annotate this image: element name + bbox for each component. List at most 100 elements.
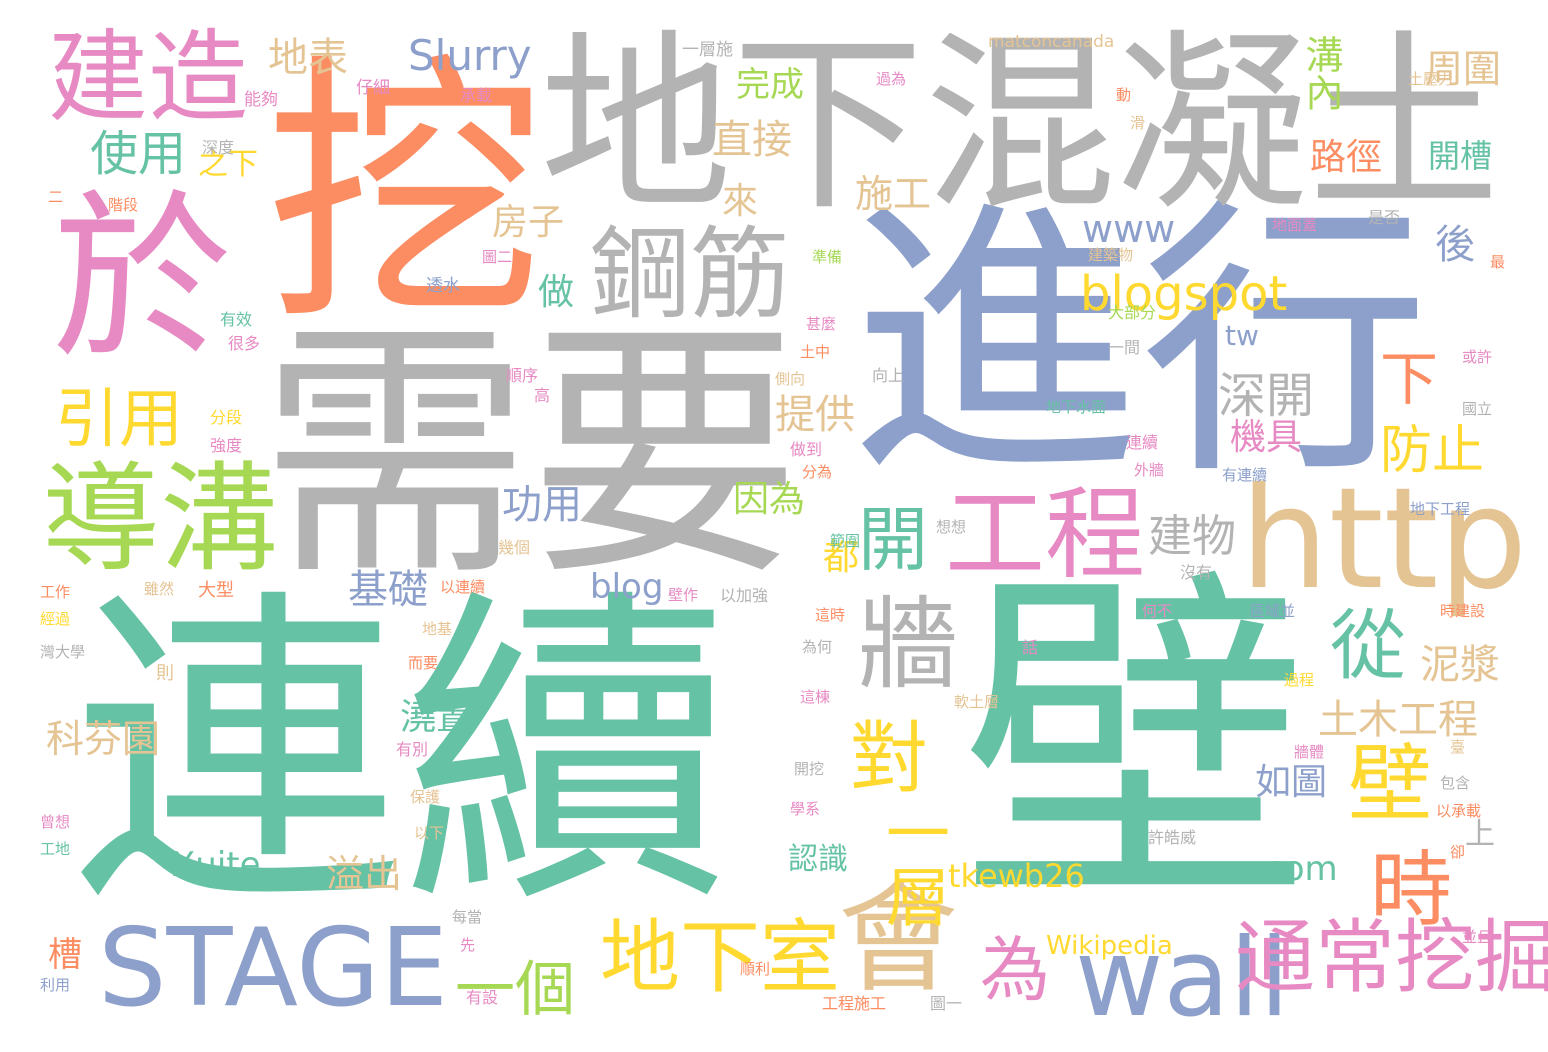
word: 一個 [455, 955, 575, 1025]
word: 透水 [426, 276, 460, 296]
word: 來 [722, 181, 759, 222]
word: 最 [1490, 253, 1506, 271]
word: com [1265, 849, 1338, 889]
word: Wikipedia [1046, 931, 1173, 961]
word: 功用 [502, 482, 582, 528]
word: 有別 [396, 740, 429, 759]
word: 對 [850, 714, 929, 804]
word: 房子 [492, 202, 565, 243]
word: 溢出 [326, 852, 403, 896]
word: 防止 [1380, 421, 1485, 481]
word: 地下混凝土 [540, 14, 1500, 237]
word: 土壓力 [1408, 70, 1454, 88]
word: 能夠 [244, 90, 278, 110]
word: 雖然 [144, 580, 175, 598]
word: 地下水面 [1046, 398, 1107, 416]
word: 許皓威 [1148, 828, 1197, 847]
word: 通常挖掘 [1235, 911, 1548, 1004]
word: 連續 [72, 563, 732, 947]
word: 範圍 [830, 532, 861, 550]
word: 動 [1116, 86, 1132, 104]
word: 先 [460, 936, 476, 954]
word: 階段 [108, 196, 139, 214]
word: 每當 [452, 908, 483, 926]
word: 槽 [48, 935, 82, 975]
word: 強度 [210, 436, 243, 455]
word: 澆置 [400, 697, 473, 738]
word: 完成 [736, 65, 804, 105]
word: 這時 [815, 606, 846, 624]
word: 需要 [260, 297, 800, 612]
word: 上 [1465, 817, 1495, 852]
word: 周圍 [1425, 47, 1502, 91]
word: 側向 [775, 370, 806, 388]
word: 很多 [228, 334, 261, 353]
word: 會 [838, 870, 958, 1009]
word: 挖 [265, 32, 545, 358]
word: 因為 [733, 479, 806, 520]
word: 路徑 [1310, 137, 1383, 178]
word: tkewb26 [948, 857, 1085, 895]
word: 工程施工 [822, 994, 887, 1013]
word: 後 [1435, 222, 1475, 268]
word: 一層 [875, 800, 949, 928]
word: 地下工程 [1410, 500, 1471, 518]
word: 以連續 [440, 578, 486, 596]
word: 鋼筋 [590, 216, 790, 333]
word: 保護 [410, 788, 441, 806]
word: 工作 [40, 583, 71, 601]
word: 想想 [936, 518, 967, 536]
word: 連續 [1126, 433, 1159, 452]
word: 經過 [40, 610, 71, 628]
word: 臺 [1450, 738, 1466, 756]
word: www [1082, 207, 1176, 251]
word: 直接 [712, 117, 792, 163]
word: STAGE [98, 906, 449, 1031]
word: 承載 [460, 86, 493, 105]
word: 於 [52, 175, 233, 384]
word: 以下 [414, 824, 445, 842]
word: 有設 [466, 988, 499, 1007]
word: 如圖 [1255, 762, 1328, 803]
word: 做到 [790, 440, 823, 459]
word: 都 [823, 537, 860, 578]
word: 建築物 [1088, 246, 1134, 264]
word: 以加強 [720, 586, 769, 605]
word: 從 [1330, 601, 1406, 690]
word: 之下 [198, 147, 258, 182]
word: 卻 [1450, 843, 1466, 861]
word: 分為 [802, 463, 833, 481]
word: 過程 [1284, 671, 1315, 689]
word: 溝內 [1299, 35, 1343, 111]
word: 導溝 [42, 450, 279, 588]
word: 深度 [202, 138, 235, 157]
word: 何不 [1142, 602, 1173, 620]
word: 仔細 [356, 78, 390, 98]
word: 壁作 [668, 586, 699, 604]
word: 二 [48, 188, 64, 206]
word: 機具 [1230, 417, 1303, 458]
word: blogspot [1080, 266, 1288, 322]
word: 地表 [268, 35, 348, 81]
word: 使用 [90, 126, 187, 182]
word: 軟土層 [954, 693, 1000, 711]
word: 開 [858, 499, 928, 581]
word: 牆體 [1294, 743, 1325, 761]
word: 地下室 [600, 911, 840, 1004]
word: 基礎 [348, 567, 428, 613]
word: 地下水 [1180, 864, 1226, 882]
word: 認識 [788, 842, 848, 877]
word: 開挖 [794, 760, 825, 778]
word: 準備 [812, 248, 843, 266]
word: 學系 [790, 800, 821, 818]
word: 區域並 [1250, 602, 1296, 620]
word: 順序 [506, 366, 539, 385]
word: 進行 [850, 176, 1430, 513]
word: 施工 [855, 172, 932, 216]
word: 地面蓋 [1272, 216, 1318, 234]
word: 話 [1022, 638, 1039, 657]
word: 甚麼 [806, 315, 837, 333]
word: 建造 [48, 19, 248, 136]
word: 是否 [1368, 208, 1401, 227]
